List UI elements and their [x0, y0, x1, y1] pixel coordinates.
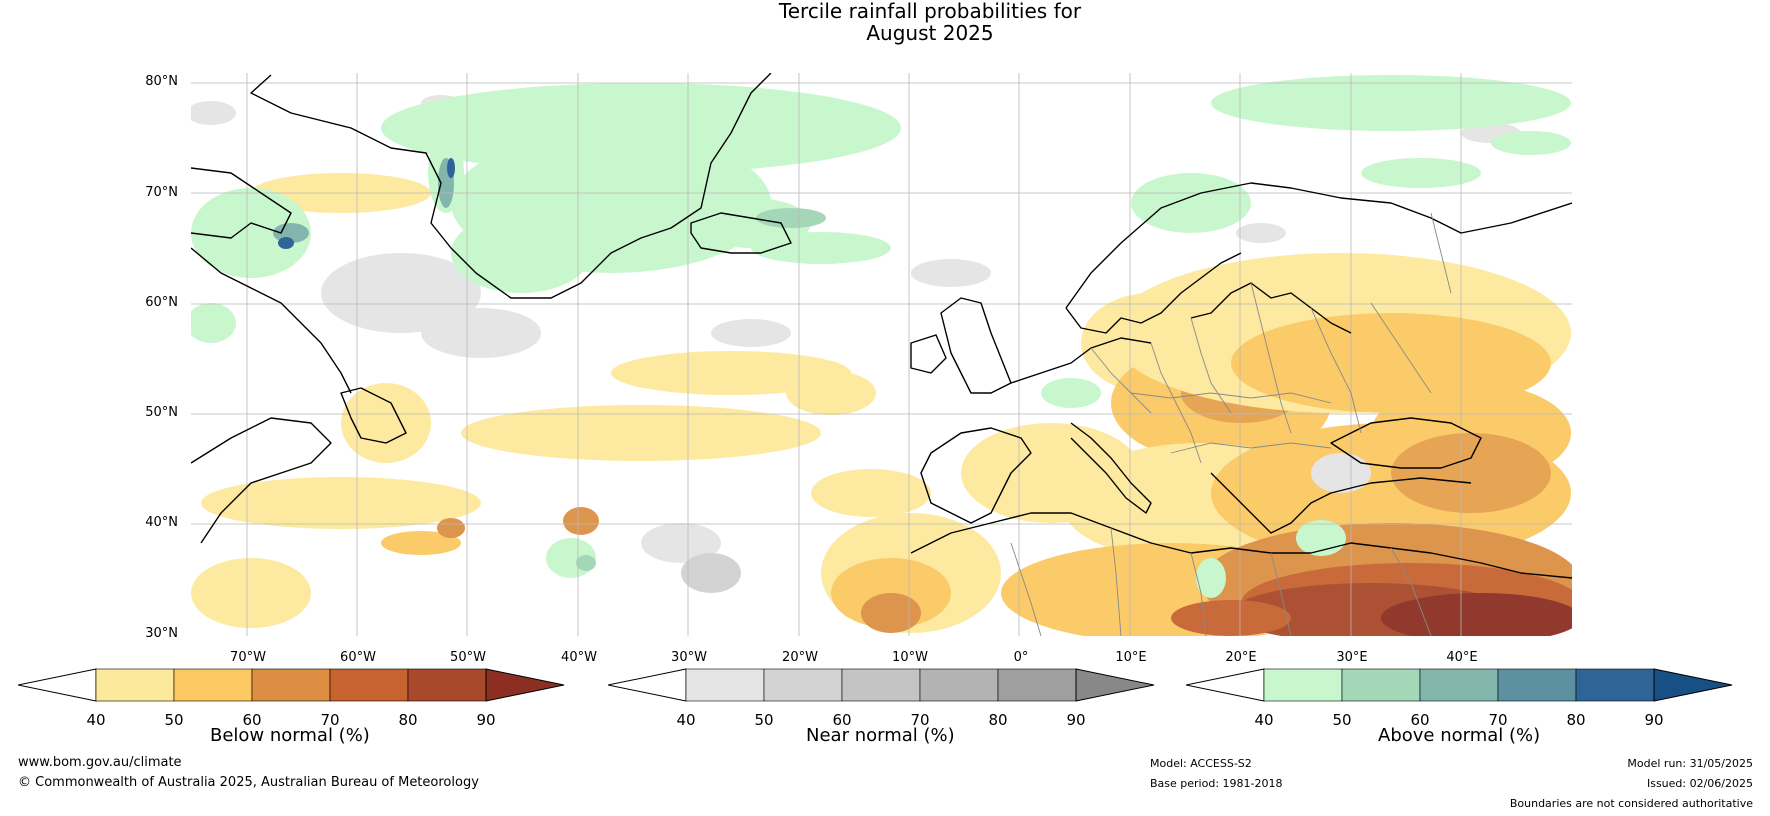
cbar-below-tick-80: 80 — [398, 711, 418, 729]
cbar-near-tick-60: 60 — [832, 711, 852, 729]
coastline-france — [1010, 337, 1152, 384]
coastline-iberia — [920, 427, 1032, 524]
lon-tick-40w: 40°W — [561, 650, 597, 665]
colorbar-swatch-5 — [997, 668, 1077, 702]
lat-tick-40n: 40°N — [145, 515, 178, 530]
colorbar-below-normal-svg — [17, 668, 565, 702]
colorbar-extend-min — [17, 668, 97, 702]
lat-tick-50n: 50°N — [145, 405, 178, 420]
cbar-above-label: Above normal (%) — [1378, 725, 1541, 746]
lon-tick-40e: 40°E — [1446, 650, 1478, 665]
coastline-iceland — [690, 212, 792, 254]
cbar-near-tick-80: 80 — [988, 711, 1008, 729]
cbar-near-tick-90: 90 — [1066, 711, 1086, 729]
coastlines — [191, 73, 1572, 579]
cbar-below-tick-60: 60 — [242, 711, 262, 729]
lon-tick-20w: 20°W — [782, 650, 818, 665]
coastline-black-sea — [1330, 417, 1482, 469]
colorbar-swatch-2 — [763, 668, 843, 702]
lat-tick-80n: 80°N — [145, 74, 178, 89]
cbar-above-tick-80: 80 — [1566, 711, 1586, 729]
footer-model: Model: ACCESS-S2 — [1150, 757, 1252, 770]
coastline-italy — [1070, 422, 1152, 514]
colorbar-above-normal: 40 50 60 70 80 90 Above normal (%) — [1185, 667, 1736, 746]
coastline-scandinavia — [1065, 182, 1572, 309]
coastline-baffin — [191, 167, 292, 239]
graticule — [191, 73, 1572, 636]
cbar-above-tick-40: 40 — [1254, 711, 1274, 729]
lon-tick-30e: 30°E — [1336, 650, 1368, 665]
colorbar-swatch-1 — [685, 668, 765, 702]
footer-base-period: Base period: 1981-2018 — [1150, 777, 1283, 790]
colorbar-near-normal: 40 50 60 70 80 90 Near normal (%) — [607, 667, 1158, 746]
colorbar-extend-max — [485, 668, 565, 702]
cbar-near-tick-70: 70 — [910, 711, 930, 729]
country-borders — [1010, 212, 1452, 636]
map-title-line1: Tercile rainfall probabilities for — [778, 0, 1082, 23]
lon-tick-30w: 30°W — [671, 650, 707, 665]
colorbar-swatch-4 — [1497, 668, 1577, 702]
lon-tick-20e: 20°E — [1225, 650, 1257, 665]
coastline-baltic — [1190, 282, 1352, 334]
colorbar-swatch-2 — [173, 668, 253, 702]
cbar-below-tick-40: 40 — [86, 711, 106, 729]
cbar-below-tick-90: 90 — [476, 711, 496, 729]
footer-disclaimer: Boundaries are not considered authoritat… — [1509, 797, 1753, 810]
colorbar-below-normal: 40 50 60 70 80 90 Below normal (%) — [17, 667, 568, 746]
rainfall-map — [191, 73, 1572, 636]
colorbar-swatch-4 — [329, 668, 409, 702]
footer-issued: Issued: 02/06/2025 — [1646, 777, 1753, 790]
colorbar-swatch-1 — [1263, 668, 1343, 702]
colorbar-swatch-1 — [95, 668, 175, 702]
lat-tick-30n: 30°N — [145, 626, 178, 641]
cbar-above-tick-90: 90 — [1644, 711, 1664, 729]
cbar-above-tick-50: 50 — [1332, 711, 1352, 729]
colorbar-swatch-5 — [1575, 668, 1655, 702]
cbar-below-tick-70: 70 — [320, 711, 340, 729]
colorbar-swatch-3 — [841, 668, 921, 702]
coastline-gulf-stlawrence — [191, 417, 332, 544]
colorbar-near-normal-svg — [607, 668, 1155, 702]
lon-tick-0: 0° — [1013, 650, 1029, 665]
colorbar-swatch-3 — [1419, 668, 1499, 702]
coastline-aegean — [1210, 472, 1472, 534]
coastline-labrador — [191, 247, 352, 394]
coastline-norway-south — [1065, 252, 1242, 334]
lon-tick-10w: 10°W — [892, 650, 928, 665]
cbar-near-label: Near normal (%) — [806, 725, 955, 746]
coastline-ireland — [910, 334, 947, 374]
footer-copyright: © Commonwealth of Australia 2025, Austra… — [18, 775, 479, 790]
colorbar-swatch-3 — [251, 668, 331, 702]
colorbar-extend-max — [1075, 668, 1155, 702]
lon-tick-50w: 50°W — [450, 650, 486, 665]
colorbar-extend-min — [1185, 668, 1265, 702]
lat-tick-70n: 70°N — [145, 185, 178, 200]
cbar-near-tick-40: 40 — [676, 711, 696, 729]
footer-url[interactable]: www.bom.gov.au/climate — [18, 755, 182, 770]
lon-tick-60w: 60°W — [340, 650, 376, 665]
footer-model-run: Model run: 31/05/2025 — [1627, 757, 1753, 770]
cbar-below-label: Below normal (%) — [210, 725, 370, 746]
lat-tick-60n: 60°N — [145, 295, 178, 310]
coastline-greenland — [250, 73, 772, 299]
colorbar-swatch-4 — [919, 668, 999, 702]
map-canvas — [191, 73, 1572, 636]
map-title-line2: August 2025 — [866, 21, 994, 45]
cbar-below-tick-50: 50 — [164, 711, 184, 729]
coastline-newfoundland — [340, 387, 407, 444]
cbar-above-tick-60: 60 — [1410, 711, 1430, 729]
colorbar-extend-min — [607, 668, 687, 702]
cbar-above-tick-70: 70 — [1488, 711, 1508, 729]
colorbar-swatch-2 — [1341, 668, 1421, 702]
cbar-near-tick-50: 50 — [754, 711, 774, 729]
above-normal-shading — [191, 75, 1571, 598]
colorbar-above-normal-svg — [1185, 668, 1733, 702]
near-normal-shading — [191, 95, 1521, 593]
colorbar-swatch-5 — [407, 668, 487, 702]
colorbar-extend-max — [1653, 668, 1733, 702]
coastline-north-africa — [910, 512, 1572, 579]
lon-tick-70w: 70°W — [230, 650, 266, 665]
lon-tick-10e: 10°E — [1115, 650, 1147, 665]
